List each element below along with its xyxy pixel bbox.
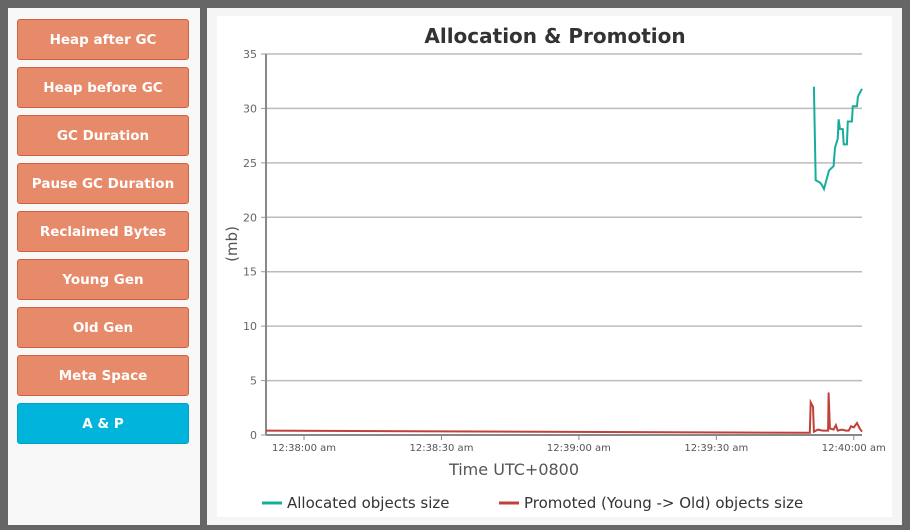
sidebar-button-heap-before-gc[interactable]: Heap before GC — [17, 67, 189, 108]
y-tick-label: 5 — [250, 375, 257, 388]
y-tick-label: 10 — [243, 320, 257, 333]
y-tick-label: 30 — [243, 102, 257, 115]
sidebar-button-pause-gc-duration[interactable]: Pause GC Duration — [17, 163, 189, 204]
sidebar-button-old-gen[interactable]: Old Gen — [17, 307, 189, 348]
y-tick-label: 0 — [250, 429, 257, 442]
y-tick-label: 20 — [243, 211, 257, 224]
y-tick-label: 25 — [243, 157, 257, 170]
x-tick-label: 12:38:30 am — [409, 443, 473, 454]
sidebar: Heap after GC Heap before GC GC Duration Pa… — [8, 8, 200, 525]
sidebar-button-reclaimed-bytes[interactable]: Reclaimed Bytes — [17, 211, 189, 252]
x-axis-label: Time UTC+0800 — [448, 460, 579, 479]
x-tick-label: 12:38:00 am — [272, 443, 336, 454]
sidebar-button-heap-after-gc[interactable]: Heap after GC — [17, 19, 189, 60]
x-tick-label: 12:39:30 am — [684, 443, 748, 454]
x-tick-label: 12:39:00 am — [547, 443, 611, 454]
y-tick-label: 15 — [243, 266, 257, 279]
x-tick-label: 12:40:00 am — [822, 443, 886, 454]
legend-label: Promoted (Young -> Old) objects size — [524, 494, 803, 512]
chart-area: Allocation & Promotion Time UTC+0800 (mb… — [217, 16, 892, 517]
series-line-promoted — [265, 392, 863, 434]
chart-title: Allocation & Promotion — [424, 24, 685, 48]
sidebar-button-a-p[interactable]: A & P — [17, 403, 189, 444]
sidebar-button-meta-space[interactable]: Meta Space — [17, 355, 189, 396]
series-line-allocated — [812, 86, 863, 192]
y-axis-label: (mb) — [223, 226, 241, 262]
sidebar-button-gc-duration[interactable]: GC Duration — [17, 115, 189, 156]
legend-label: Allocated objects size — [287, 494, 450, 512]
allocation-promotion-chart: Allocation & Promotion Time UTC+0800 (mb… — [223, 24, 886, 512]
sidebar-button-young-gen[interactable]: Young Gen — [17, 259, 189, 300]
y-tick-label: 35 — [243, 48, 257, 61]
